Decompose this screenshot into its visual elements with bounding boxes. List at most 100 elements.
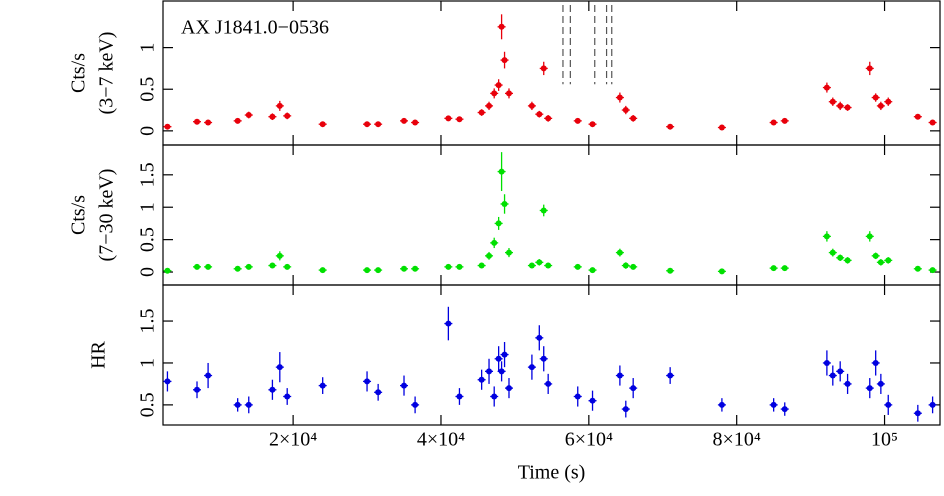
data-point — [929, 401, 936, 408]
data-point — [501, 200, 508, 207]
data-point — [164, 378, 171, 385]
data-point — [319, 382, 326, 389]
data-point — [545, 380, 552, 387]
y-tick-label: 0.5 — [137, 227, 159, 252]
data-point — [885, 401, 892, 408]
y-tick-label: 0 — [137, 126, 159, 136]
data-point — [823, 84, 830, 91]
data-point — [770, 119, 777, 126]
data-point — [498, 168, 505, 175]
data-point — [630, 385, 637, 392]
data-point — [877, 259, 884, 266]
y-tick-label: 0.5 — [137, 392, 159, 417]
data-point — [877, 380, 884, 387]
data-point — [364, 121, 371, 128]
data-point — [486, 252, 493, 259]
data-point — [866, 65, 873, 72]
data-point — [245, 263, 252, 270]
data-point — [498, 368, 505, 375]
y-axis-label: (3−7 keV) — [96, 32, 118, 115]
data-point — [505, 90, 512, 97]
data-point — [622, 262, 629, 269]
data-point — [667, 267, 674, 274]
data-point — [375, 121, 382, 128]
data-point — [276, 102, 283, 109]
data-point — [284, 112, 291, 119]
data-point — [866, 385, 873, 392]
data-point — [375, 267, 382, 274]
data-point — [616, 94, 623, 101]
data-point — [194, 118, 201, 125]
data-point — [478, 109, 485, 116]
data-point — [205, 263, 212, 270]
y-tick-label: 0.5 — [137, 77, 159, 102]
data-point — [401, 382, 408, 389]
y-axis-label: Cts/s — [68, 53, 90, 93]
x-tick-label: 2×10⁴ — [269, 429, 317, 451]
data-point — [501, 351, 508, 358]
data-point — [412, 401, 419, 408]
data-point — [528, 102, 535, 109]
y-tick-label: 1 — [137, 43, 159, 53]
data-point — [486, 102, 493, 109]
data-point — [536, 259, 543, 266]
data-point — [630, 115, 637, 122]
data-point — [540, 207, 547, 214]
y-tick-label: 1 — [137, 358, 159, 368]
data-point — [574, 393, 581, 400]
data-point — [574, 263, 581, 270]
data-point — [234, 401, 241, 408]
data-point — [844, 380, 851, 387]
y-tick-label: 1.5 — [137, 309, 159, 334]
data-point — [284, 263, 291, 270]
data-point — [495, 220, 502, 227]
data-point — [616, 372, 623, 379]
data-point — [319, 267, 326, 274]
data-point — [495, 82, 502, 89]
data-point — [844, 104, 851, 111]
data-point — [205, 372, 212, 379]
data-point — [781, 406, 788, 413]
data-point — [205, 119, 212, 126]
data-point — [401, 265, 408, 272]
data-point — [718, 124, 725, 131]
data-point — [401, 117, 408, 124]
data-point — [667, 123, 674, 130]
data-point — [540, 65, 547, 72]
data-point — [284, 393, 291, 400]
data-point — [872, 252, 879, 259]
y-tick-label: 1.5 — [137, 162, 159, 187]
data-point — [498, 23, 505, 30]
data-point — [781, 265, 788, 272]
data-point — [245, 401, 252, 408]
annotation: AX J1841.0−0536 — [181, 17, 329, 39]
x-axis-label: Time (s) — [518, 462, 586, 484]
data-point — [837, 102, 844, 109]
data-point — [495, 355, 502, 362]
data-point — [630, 263, 637, 270]
data-point — [478, 262, 485, 269]
y-tick-label: 1 — [137, 202, 159, 212]
data-point — [456, 263, 463, 270]
data-point — [616, 249, 623, 256]
data-point — [866, 233, 873, 240]
data-point — [929, 119, 936, 126]
data-point — [269, 386, 276, 393]
data-point — [589, 397, 596, 404]
data-point — [528, 364, 535, 371]
data-point — [872, 359, 879, 366]
data-point — [528, 262, 535, 269]
data-point — [269, 113, 276, 120]
data-point — [276, 252, 283, 259]
data-point — [914, 113, 921, 120]
data-point — [445, 320, 452, 327]
data-point — [718, 268, 725, 275]
panel-frame — [162, 284, 941, 426]
data-point — [667, 372, 674, 379]
x-tick-label: 8×10⁴ — [713, 429, 761, 451]
data-point — [375, 389, 382, 396]
data-point — [456, 116, 463, 123]
data-point — [829, 249, 836, 256]
data-point — [505, 249, 512, 256]
data-point — [269, 262, 276, 269]
